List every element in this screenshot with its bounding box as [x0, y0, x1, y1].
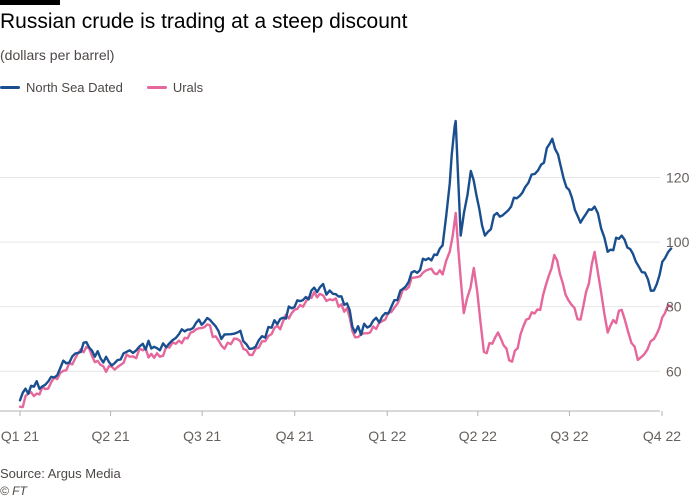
- source-note: Source: Argus Media: [0, 466, 121, 481]
- legend-label-north-sea: North Sea Dated: [26, 80, 123, 95]
- axis-layer: 60 80 100 120 Q1 21 Q2 21 Q3 21 Q4 21 Q1 22 Q2 22…: [0, 170, 690, 444]
- y-tick-label-60: 60: [666, 363, 682, 379]
- x-tick-label-0: Q1 21: [1, 428, 39, 444]
- y-tick-label-120: 120: [666, 170, 690, 186]
- legend-item-north-sea: North Sea Dated: [0, 80, 123, 95]
- legend-swatch-urals: [146, 86, 167, 89]
- legend-label-urals: Urals: [172, 80, 204, 95]
- credit-note: © FT: [0, 484, 27, 498]
- grid-layer: [0, 177, 660, 372]
- series-layer: [18, 119, 673, 409]
- x-tick-label-4: Q1 22: [368, 428, 406, 444]
- chart-subtitle: (dollars per barrel): [0, 47, 115, 63]
- y-tick-label-100: 100: [666, 234, 690, 250]
- legend-swatch-north-sea: [0, 86, 20, 89]
- legend-item-urals: Urals: [146, 80, 204, 95]
- brand-bar: [0, 0, 60, 5]
- x-tick-label-3: Q4 21: [276, 428, 314, 444]
- series-line-north-sea-dated: [18, 119, 673, 402]
- x-tick-label-1: Q2 21: [91, 428, 129, 444]
- legend: North Sea Dated Urals: [0, 80, 227, 95]
- chart-title: Russian crude is trading at a steep disc…: [0, 10, 408, 33]
- y-tick-label-80: 80: [666, 299, 682, 315]
- x-tick-label-2: Q3 21: [183, 428, 221, 444]
- x-tick-label-6: Q3 22: [550, 428, 588, 444]
- series-line-urals: [18, 211, 673, 409]
- x-tick-label-7: Q4 22: [643, 428, 681, 444]
- x-tick-label-5: Q2 22: [459, 428, 497, 444]
